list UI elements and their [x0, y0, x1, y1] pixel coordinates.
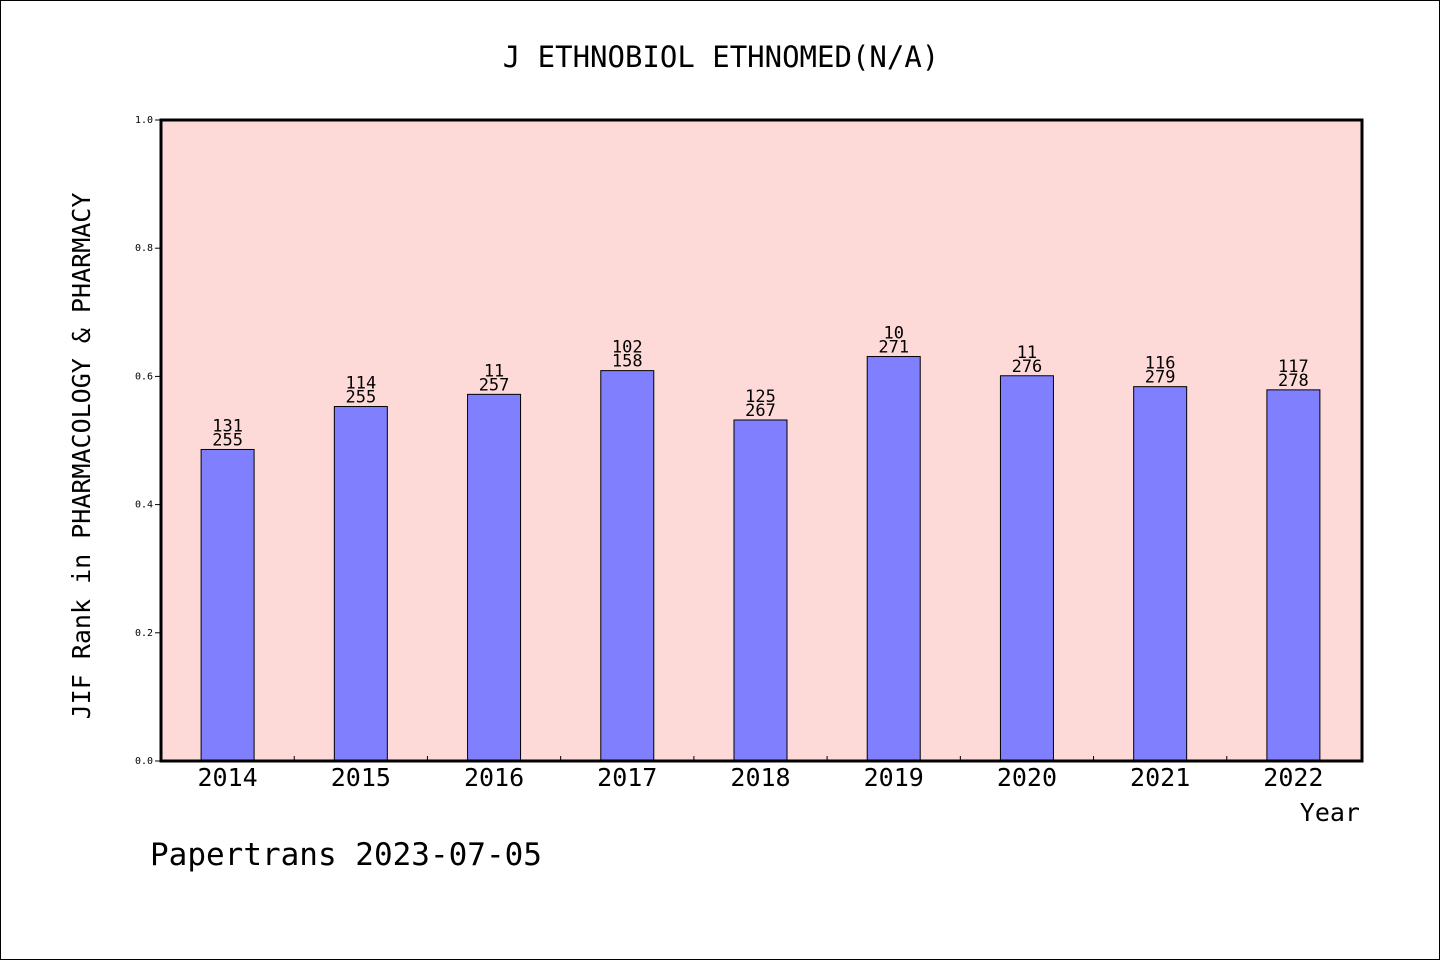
bar-label-rank: 114 [345, 374, 376, 394]
bar-2014 [200, 448, 255, 762]
bar-label-rank: 102 [612, 338, 643, 358]
bar-2019 [866, 356, 921, 762]
bar-label-total: 279 [1145, 368, 1176, 388]
bars-layer [200, 356, 1321, 762]
bar-label-total: 276 [1012, 357, 1043, 377]
bar-label-total: 271 [878, 338, 909, 358]
bar-2021 [1133, 386, 1188, 762]
y-tick-label: 1.0 [135, 115, 153, 126]
x-axis-label: Year [1300, 798, 1360, 827]
y-tick-label: 0.0 [135, 756, 153, 767]
bar-label-rank: 125 [745, 387, 776, 407]
bar-label-total: 255 [212, 430, 243, 450]
y-axis-label: JIF Rank in PHARMACOLOGY & PHARMACY [67, 193, 96, 720]
bar-label-rank: 117 [1278, 357, 1309, 377]
plot-border [159, 118, 1364, 763]
y-tick-label: 0.8 [135, 243, 153, 254]
x-tick-label: 2022 [1263, 763, 1323, 792]
x-axis-ticks: 2014 2015 2016 2017 2018 2019 2020 2021 2022 [198, 756, 1323, 792]
bar-label-total: 255 [345, 388, 376, 408]
bar-label-total: 257 [479, 375, 510, 395]
y-tick-label: 0.4 [135, 500, 153, 511]
x-tick-label: 2018 [730, 763, 790, 792]
x-tick-label: 2019 [864, 763, 924, 792]
x-tick-label: 2015 [331, 763, 391, 792]
bar-2018 [733, 419, 788, 762]
bar-label-rank: 11 [484, 361, 504, 381]
bar-2022 [1266, 389, 1321, 762]
bar-label-total: 158 [612, 352, 643, 372]
bar-2015 [333, 406, 388, 762]
y-tick-label: 0.6 [135, 371, 153, 382]
y-tick-label: 0.2 [135, 628, 153, 639]
bar-label-total: 267 [745, 401, 776, 421]
x-tick-label: 2020 [997, 763, 1057, 792]
y-axis-ticks: 0.0 0.2 0.4 0.6 0.8 1.0 [135, 115, 161, 767]
x-tick-label: 2017 [597, 763, 657, 792]
chart-title: J ETHNOBIOL ETHNOMED(N/A) [503, 40, 940, 74]
x-tick-label: 2021 [1130, 763, 1190, 792]
bar-label-rank: 131 [212, 416, 243, 436]
bar-label-total: 278 [1278, 371, 1309, 391]
x-tick-label: 2014 [198, 763, 258, 792]
bar-label-rank: 10 [883, 324, 903, 344]
bar-2017 [600, 370, 655, 762]
bar-label-rank: 11 [1017, 343, 1037, 363]
bar-2020 [999, 375, 1054, 762]
bar-2016 [467, 393, 522, 762]
x-tick-label: 2016 [464, 763, 524, 792]
footer-credit: Papertrans 2023-07-05 [150, 837, 542, 873]
bar-label-rank: 116 [1145, 354, 1176, 374]
